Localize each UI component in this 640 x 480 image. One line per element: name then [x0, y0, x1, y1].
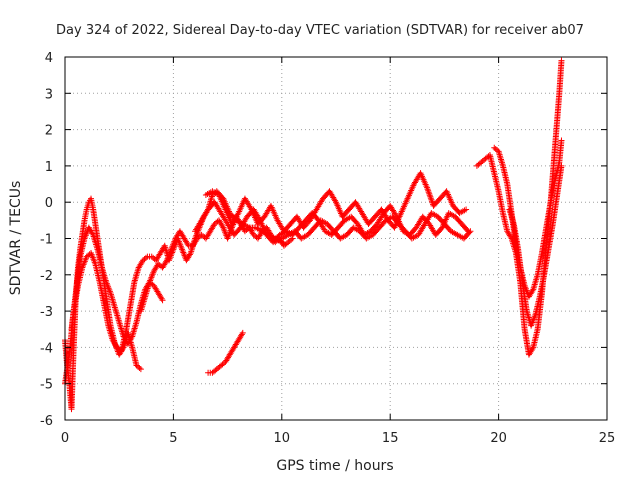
series-track-11 — [506, 162, 565, 329]
x-axis-label: GPS time / hours — [276, 458, 393, 474]
data-point — [558, 57, 565, 64]
data-point — [463, 206, 470, 213]
x-tick-label: 10 — [274, 431, 291, 446]
data-point — [467, 228, 474, 235]
data-point — [89, 230, 96, 237]
x-tick-label: 20 — [490, 431, 507, 446]
grid-lines — [65, 57, 607, 420]
data-point — [529, 345, 536, 352]
data-point — [507, 234, 514, 241]
axis-ticks: 0 5 10 15 20 25 -6 -5 -4 -3 -2 -1 0 1 2 3 4 — [40, 51, 615, 446]
data-point — [142, 254, 149, 261]
y-tick-label: -1 — [40, 233, 53, 248]
data-point — [288, 236, 295, 243]
y-tick-label: 4 — [45, 51, 53, 66]
x-tick-label: 5 — [169, 431, 177, 446]
y-tick-label: -5 — [40, 378, 53, 393]
data-points — [62, 57, 565, 413]
data-point — [558, 162, 565, 169]
x-tick-label: 25 — [599, 431, 616, 446]
y-tick-label: 0 — [45, 196, 53, 211]
data-point — [128, 334, 135, 341]
y-tick-label: -4 — [40, 341, 53, 356]
data-point — [186, 251, 193, 258]
data-point — [239, 329, 246, 336]
chart-title: Day 324 of 2022, Sidereal Day-to-day VTE… — [56, 23, 584, 38]
data-point — [184, 241, 191, 248]
x-tick-label: 15 — [382, 431, 399, 446]
y-tick-label: -6 — [40, 414, 53, 429]
data-point — [163, 258, 170, 265]
series-track-4 — [137, 213, 296, 315]
data-point — [466, 229, 473, 236]
data-point — [137, 366, 144, 373]
series-track-5 — [205, 329, 246, 376]
data-point — [529, 287, 536, 294]
series-track-8 — [278, 210, 474, 242]
y-tick-label: 1 — [45, 160, 53, 175]
y-tick-label: -3 — [40, 305, 53, 320]
data-point — [159, 297, 166, 304]
y-tick-label: 2 — [45, 124, 53, 139]
data-point — [238, 331, 245, 338]
data-point — [136, 364, 143, 371]
y-axis-label: SDTVAR / TECUs — [8, 181, 24, 296]
y-tick-label: -2 — [40, 269, 53, 284]
x-tick-label: 0 — [61, 431, 69, 446]
data-point — [219, 223, 226, 230]
series-track-3 — [68, 224, 166, 347]
y-tick-label: 3 — [45, 87, 53, 102]
data-point — [158, 295, 165, 302]
data-point — [558, 137, 565, 144]
